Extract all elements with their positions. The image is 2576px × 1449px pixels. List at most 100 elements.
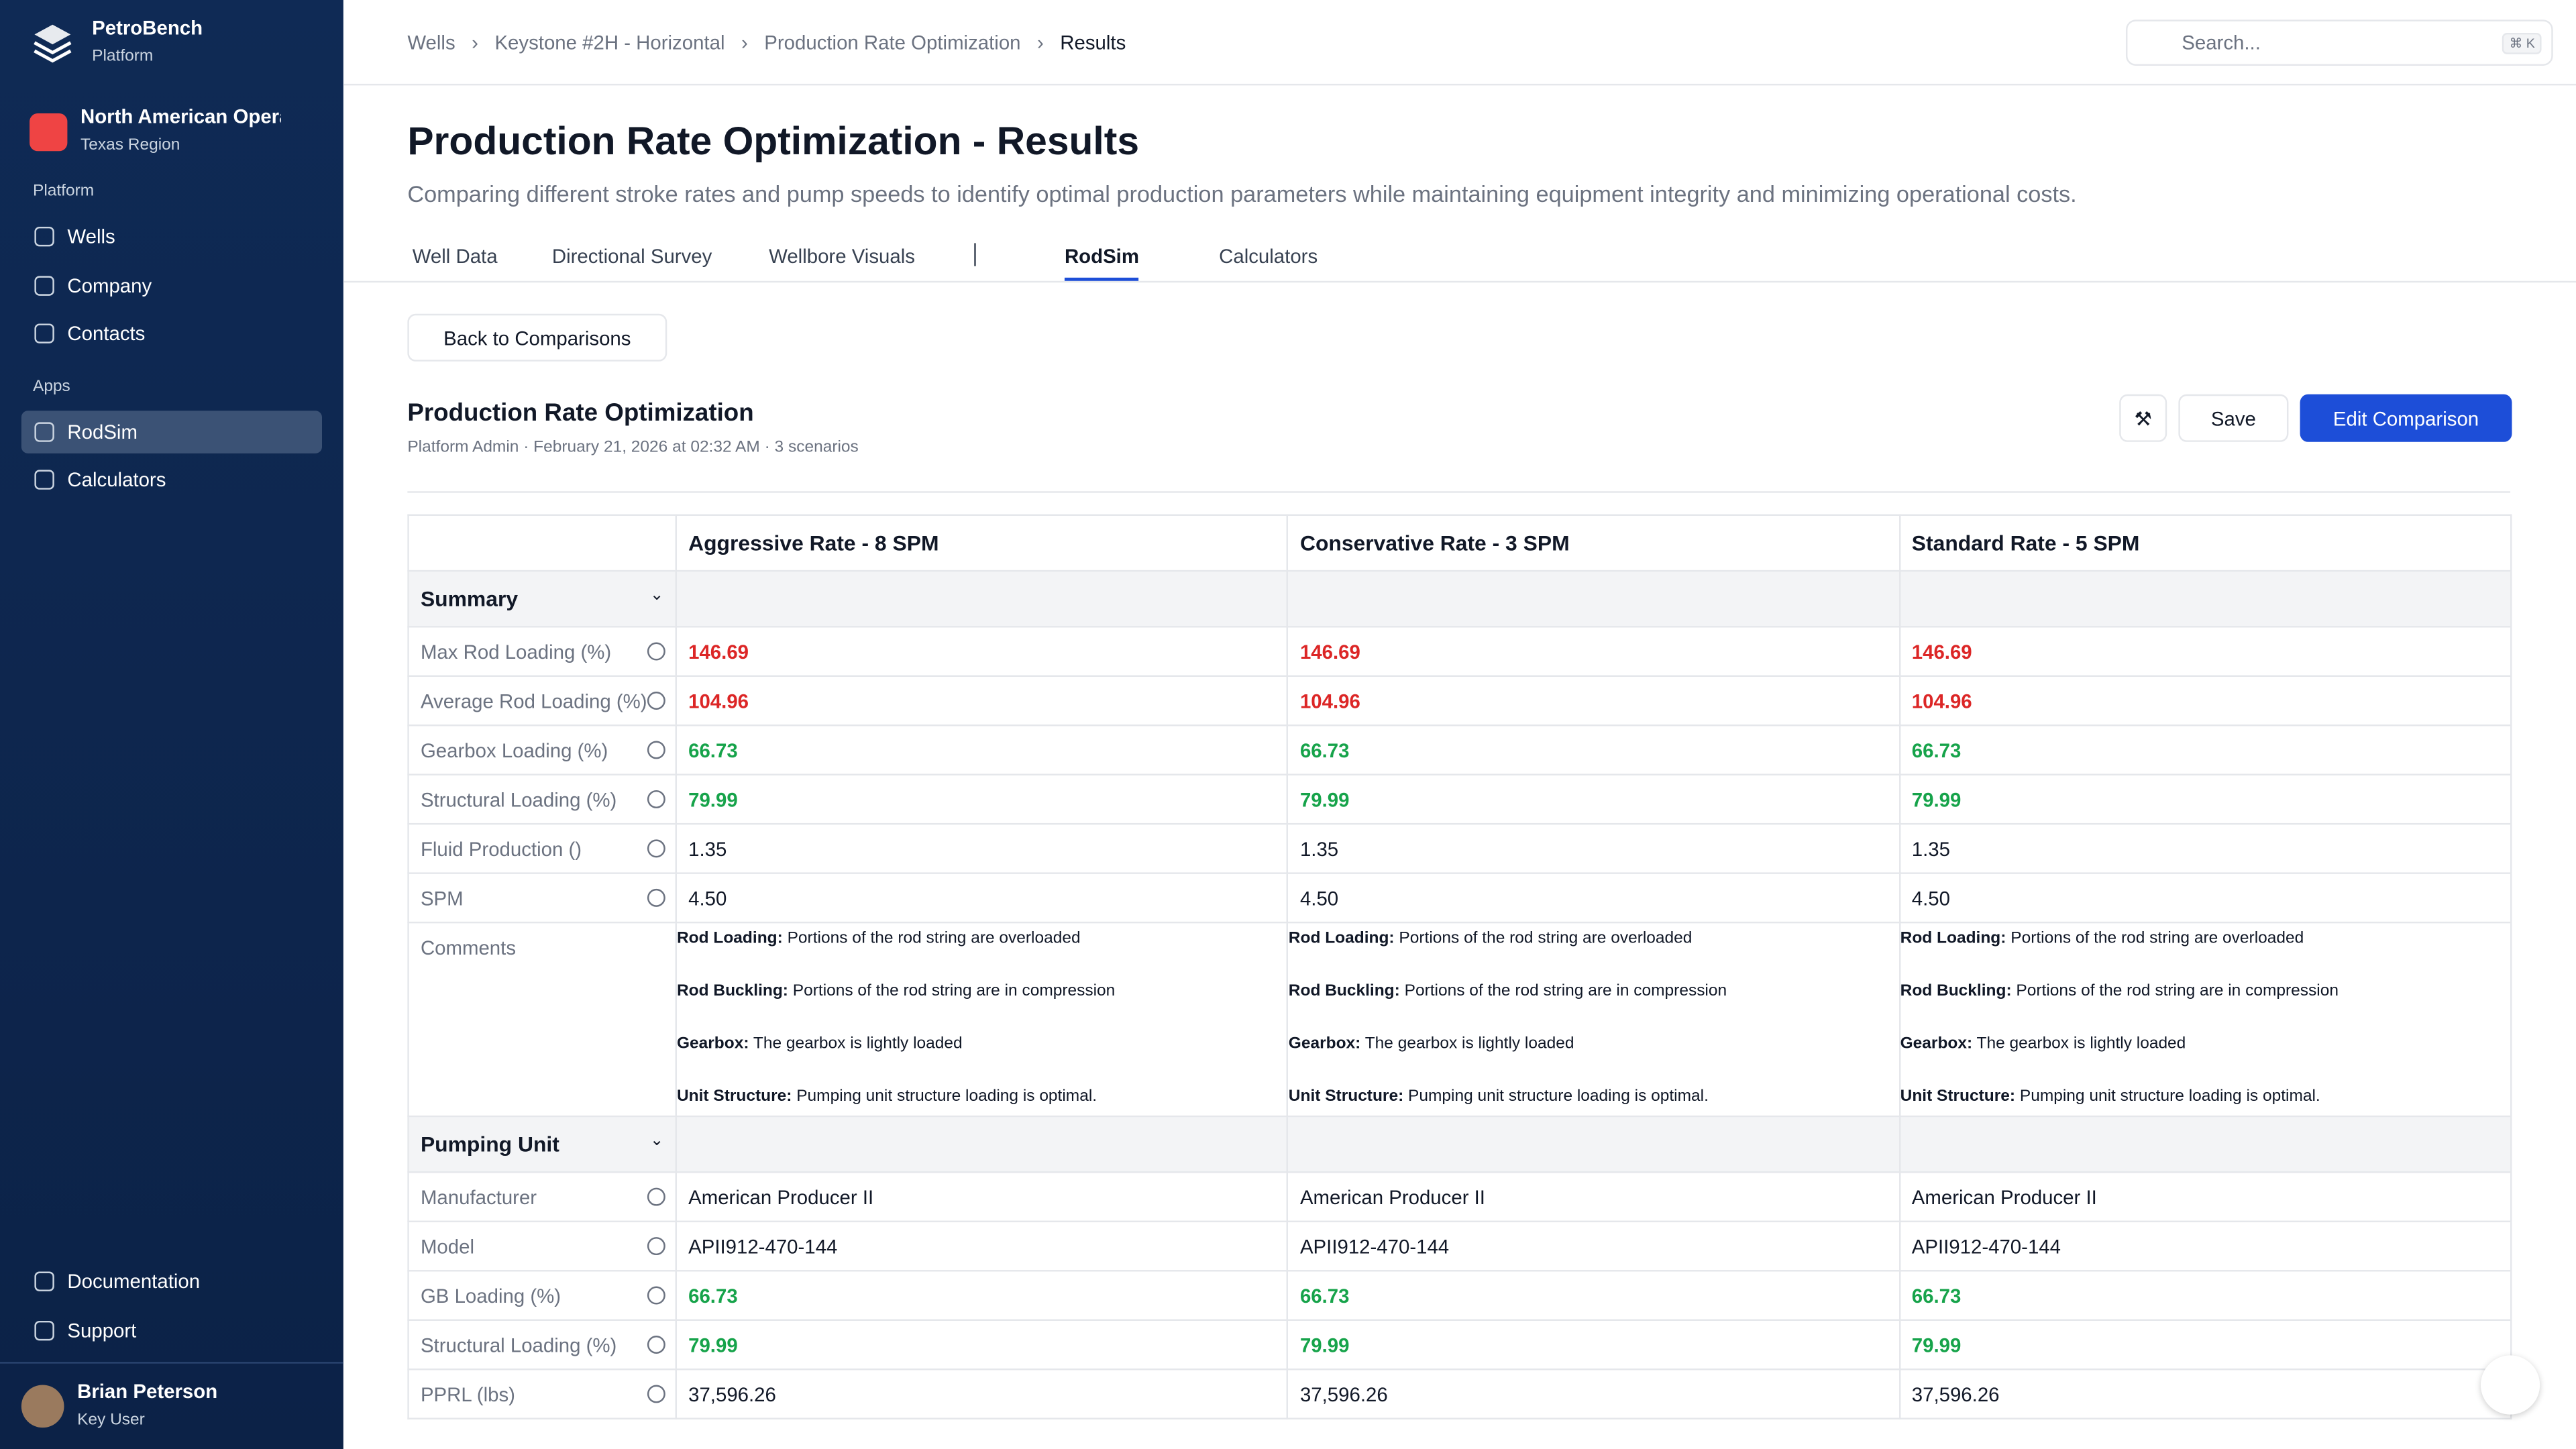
comment: Gearbox: The gearbox is lightly loaded bbox=[677, 1035, 1287, 1055]
section-title: Pumping Unit ⌄ bbox=[407, 1115, 677, 1173]
value-cell: 66.73 bbox=[675, 1270, 1289, 1321]
sidebar: PetroBench Platform North American Opera T… bbox=[0, 0, 343, 1449]
comment-text: Pumping unit structure loading is optima… bbox=[796, 1087, 1097, 1106]
comment-label: Rod Buckling: bbox=[1288, 982, 1400, 1001]
nav-item[interactable]: RodSim bbox=[21, 410, 323, 453]
crumb: Results bbox=[1060, 31, 1126, 54]
tab-separator bbox=[974, 243, 976, 266]
row-label-text: Comments bbox=[420, 936, 517, 960]
help-button[interactable] bbox=[2480, 1355, 2540, 1415]
divider bbox=[407, 491, 2511, 493]
comment-cell: Rod Loading: Portions of the rod string … bbox=[675, 921, 1289, 1118]
user-name: Brian Peterson bbox=[77, 1380, 218, 1403]
data-row: GB Loading (%) 66.73 66.73 66.73 bbox=[407, 1270, 2512, 1321]
nav-item[interactable]: Documentation bbox=[21, 1260, 322, 1303]
value-cell: 37,596.26 bbox=[1287, 1368, 1900, 1419]
nav-icon bbox=[34, 226, 54, 247]
value-cell: APII912-470-144 bbox=[1898, 1220, 2512, 1272]
value-cell: 79.99 bbox=[1898, 1319, 2512, 1371]
value-cell: 66.73 bbox=[1898, 1270, 2512, 1321]
crumb[interactable]: Keystone #2H - Horizontal bbox=[494, 31, 725, 54]
comment-text: Portions of the rod string are overloade… bbox=[787, 930, 1081, 949]
info-icon[interactable] bbox=[647, 692, 665, 710]
value-cell: APII912-470-144 bbox=[675, 1220, 1289, 1272]
value-cell: 66.73 bbox=[675, 724, 1289, 775]
value-cell: 66.73 bbox=[1898, 724, 2512, 775]
breadcrumb: Wells › Keystone #2H - Horizontal › Producti… bbox=[407, 32, 1126, 54]
nav-item[interactable]: Calculators bbox=[21, 458, 322, 501]
comment-label: Unit Structure: bbox=[1900, 1087, 2016, 1106]
row-label-text: SPM bbox=[420, 886, 464, 910]
info-icon[interactable] bbox=[647, 741, 665, 759]
info-icon[interactable] bbox=[647, 1237, 665, 1256]
crumb-separator: › bbox=[472, 31, 478, 54]
info-icon[interactable] bbox=[647, 642, 665, 661]
info-icon[interactable] bbox=[647, 888, 665, 907]
section-row[interactable]: Summary ⌄ bbox=[407, 570, 2512, 628]
info-icon[interactable] bbox=[647, 1286, 665, 1305]
edit-button[interactable]: Edit Comparison bbox=[2300, 394, 2512, 442]
section-row[interactable]: Pumping Unit ⌄ bbox=[407, 1115, 2512, 1173]
comment-text: The gearbox is lightly loaded bbox=[1976, 1034, 2186, 1053]
value-cell: American Producer II bbox=[1287, 1171, 1900, 1223]
value-cell: 1.35 bbox=[1898, 822, 2512, 874]
row-label: SPM bbox=[407, 872, 677, 924]
value-cell: 146.69 bbox=[1898, 626, 2512, 677]
header-row: Aggressive Rate - 8 SPM Conservative Rate… bbox=[407, 514, 2512, 572]
info-icon[interactable] bbox=[647, 839, 665, 858]
value-cell: 66.73 bbox=[1287, 1270, 1900, 1321]
section-label: Summary bbox=[420, 586, 519, 612]
section-title: Summary ⌄ bbox=[407, 570, 677, 628]
nav-label: Contacts bbox=[67, 322, 146, 345]
info-icon[interactable] bbox=[647, 1336, 665, 1354]
comment-label: Rod Buckling: bbox=[1900, 982, 2012, 1001]
comment-label: Gearbox: bbox=[1288, 1034, 1361, 1053]
user-menu[interactable]: Brian Peterson Key User bbox=[0, 1362, 343, 1449]
comment: Gearbox: The gearbox is lightly loaded bbox=[1900, 1035, 2510, 1055]
row-label-text: Structural Loading (%) bbox=[420, 1333, 617, 1356]
nav-icon bbox=[34, 1320, 54, 1340]
row-label-text: PPRL (lbs) bbox=[420, 1382, 515, 1406]
nav-item[interactable]: Company bbox=[21, 264, 322, 307]
comment: Rod Buckling: Portions of the rod string… bbox=[1289, 982, 1898, 1002]
data-row: PPRL (lbs) 37,596.26 37,596.26 37,596.26 bbox=[407, 1368, 2512, 1419]
nav-label: Calculators bbox=[67, 468, 166, 492]
search[interactable]: Search... ⌘ K bbox=[2125, 19, 2553, 66]
comment-text: The gearbox is lightly loaded bbox=[1364, 1034, 1574, 1053]
info-icon[interactable] bbox=[647, 790, 665, 808]
comment: Gearbox: The gearbox is lightly loaded bbox=[1289, 1035, 1898, 1055]
row-label-text: Manufacturer bbox=[420, 1185, 537, 1209]
save-button[interactable]: Save bbox=[2178, 394, 2289, 442]
tab[interactable]: Calculators bbox=[1219, 244, 1318, 268]
tab[interactable]: Directional Survey bbox=[551, 244, 712, 268]
back-button[interactable]: Back to Comparisons bbox=[407, 313, 667, 362]
comment-text: Portions of the rod string are in compre… bbox=[1404, 982, 1727, 1001]
search-placeholder: Search... bbox=[2182, 31, 2261, 54]
section-cell bbox=[1898, 1115, 2512, 1173]
tools-button[interactable]: ⚒ bbox=[2119, 394, 2167, 442]
tab[interactable]: Well Data bbox=[412, 244, 498, 268]
crumb[interactable]: Wells bbox=[407, 31, 455, 54]
nav-icon bbox=[34, 275, 54, 295]
comment-label: Rod Loading: bbox=[1288, 930, 1395, 949]
nav-item[interactable]: Wells bbox=[21, 215, 322, 258]
data-row: SPM 4.50 4.50 4.50 bbox=[407, 872, 2512, 924]
tab[interactable]: Wellbore Visuals bbox=[769, 244, 915, 268]
nav-icon bbox=[34, 470, 54, 490]
tab[interactable]: RodSim bbox=[1064, 245, 1139, 281]
value-cell: 4.50 bbox=[1898, 872, 2512, 924]
crumb[interactable]: Production Rate Optimization bbox=[764, 31, 1021, 54]
nav-icon bbox=[34, 1271, 54, 1291]
nav-item[interactable]: Contacts bbox=[21, 312, 322, 355]
user-role: Key User bbox=[77, 1411, 145, 1430]
org-switcher[interactable]: North American Opera Texas Region bbox=[30, 105, 319, 158]
info-icon[interactable] bbox=[647, 1385, 665, 1403]
crumb-separator: › bbox=[1036, 31, 1044, 54]
comment-text: The gearbox is lightly loaded bbox=[753, 1034, 963, 1053]
info-icon[interactable] bbox=[647, 1187, 665, 1206]
comment: Unit Structure: Pumping unit structure l… bbox=[677, 1087, 1287, 1107]
nav-item[interactable]: Support bbox=[21, 1309, 322, 1352]
comment: Unit Structure: Pumping unit structure l… bbox=[1289, 1087, 1898, 1107]
row-label-text: Model bbox=[420, 1234, 474, 1258]
